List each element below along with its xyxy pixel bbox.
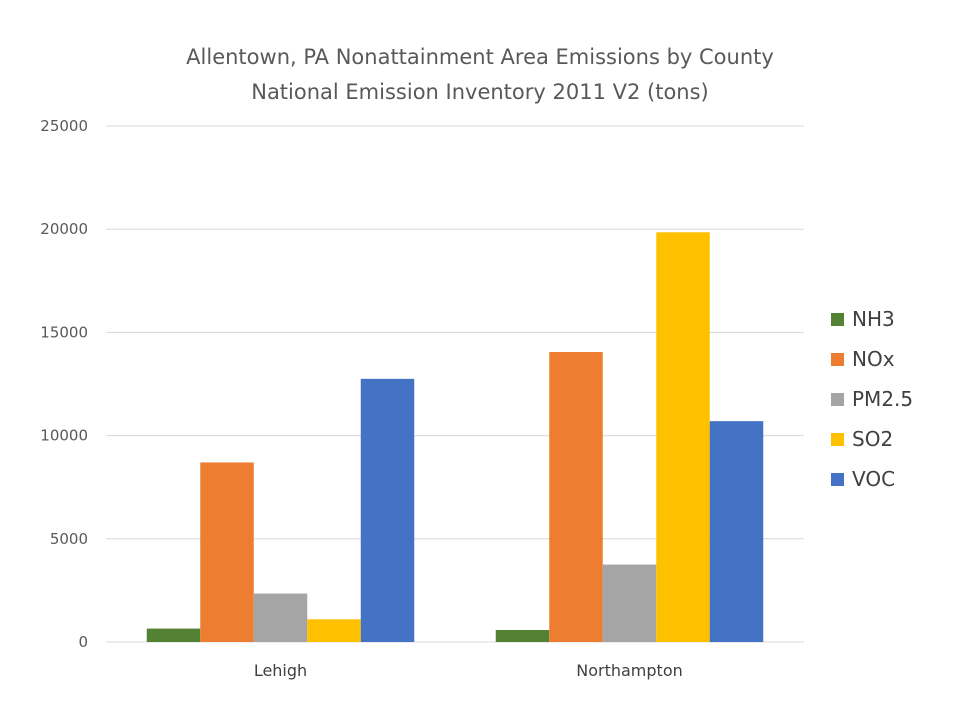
legend-label: NH3 [852, 307, 895, 331]
legend-swatch [831, 473, 844, 486]
y-tick-label: 20000 [40, 220, 88, 238]
legend-label: SO2 [852, 427, 893, 451]
y-tick-label: 10000 [40, 427, 88, 445]
bar-nh3-northampton [495, 630, 550, 642]
y-tick-label: 15000 [40, 323, 88, 341]
legend-swatch [831, 313, 844, 326]
bar-voc-lehigh [360, 378, 415, 642]
y-tick-label: 0 [78, 633, 88, 651]
bar-so2-lehigh [307, 619, 361, 642]
bars [146, 232, 764, 642]
bar-pm25-lehigh [253, 593, 308, 642]
bar-so2-northampton [656, 232, 710, 642]
legend-label: VOC [852, 467, 895, 491]
legend-swatch [831, 433, 844, 446]
x-axis-categories: Lehigh Northampton [254, 661, 683, 680]
legend-swatch [831, 393, 844, 406]
bar-nh3-lehigh [146, 628, 201, 642]
bar-voc-northampton [709, 421, 764, 642]
bar-nox-northampton [549, 352, 603, 642]
bar-pm25-northampton [602, 564, 657, 642]
y-axis-ticks: 0 5000 10000 15000 20000 25000 [40, 117, 88, 651]
legend: NH3 NOx PM2.5 SO2 VOC [831, 307, 913, 491]
chart-title: Allentown, PA Nonattainment Area Emissio… [186, 45, 774, 69]
bar-nox-lehigh [200, 462, 254, 642]
legend-swatch [831, 353, 844, 366]
y-tick-label: 5000 [50, 530, 88, 548]
chart-subtitle: National Emission Inventory 2011 V2 (ton… [251, 80, 709, 104]
category-label: Lehigh [254, 661, 307, 680]
y-tick-label: 25000 [40, 117, 88, 135]
category-label: Northampton [576, 661, 683, 680]
legend-label: PM2.5 [852, 387, 913, 411]
legend-label: NOx [852, 347, 895, 371]
